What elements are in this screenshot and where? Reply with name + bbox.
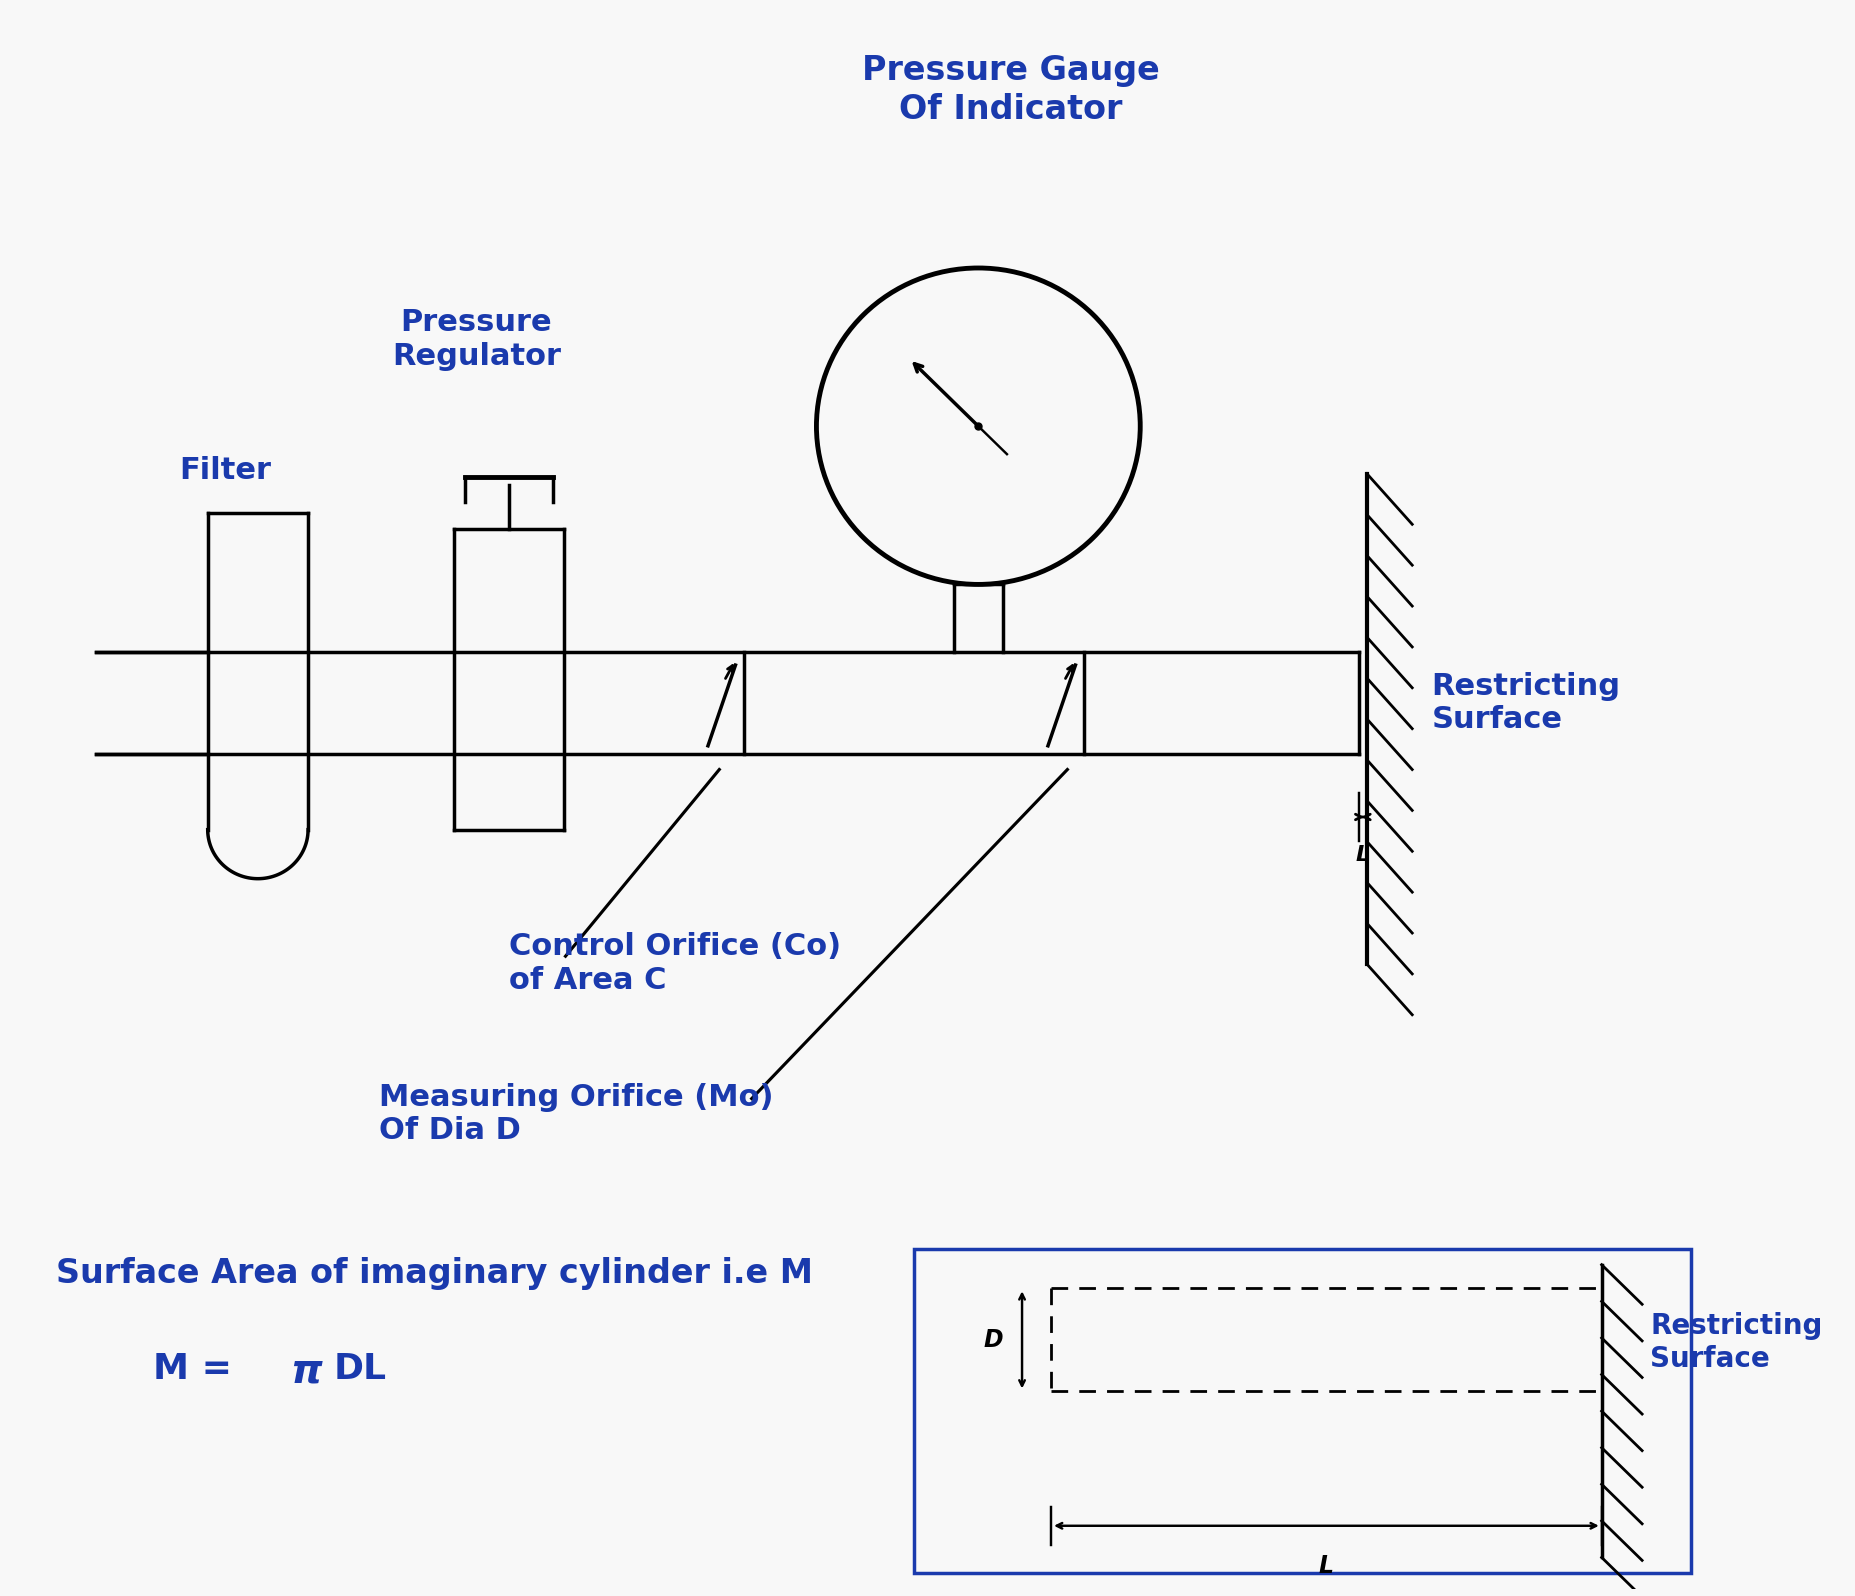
Text: L: L xyxy=(1319,1555,1334,1578)
Text: Filter: Filter xyxy=(180,456,271,485)
Text: DL: DL xyxy=(334,1352,388,1385)
Text: Surface Area of imaginary cylinder i.e M: Surface Area of imaginary cylinder i.e M xyxy=(56,1256,812,1290)
Text: Pressure Gauge
Of Indicator: Pressure Gauge Of Indicator xyxy=(861,54,1159,126)
Text: D: D xyxy=(983,1328,1002,1352)
Text: Restricting
Surface: Restricting Surface xyxy=(1430,672,1619,734)
Text: Restricting
Surface: Restricting Surface xyxy=(1649,1312,1822,1373)
Text: L: L xyxy=(1354,846,1369,865)
Text: Pressure
Regulator: Pressure Regulator xyxy=(391,308,560,370)
Text: Measuring Orifice (Mo)
Of Dia D: Measuring Orifice (Mo) Of Dia D xyxy=(378,1082,774,1146)
Text: π: π xyxy=(289,1352,323,1392)
Text: Control Orifice (Co)
of Area C: Control Orifice (Co) of Area C xyxy=(508,932,840,994)
Text: M =: M = xyxy=(152,1352,245,1385)
